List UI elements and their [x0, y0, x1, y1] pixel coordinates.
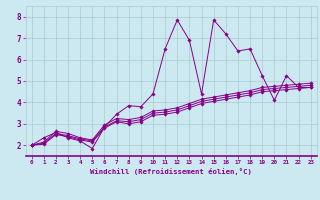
X-axis label: Windchill (Refroidissement éolien,°C): Windchill (Refroidissement éolien,°C) — [90, 168, 252, 175]
